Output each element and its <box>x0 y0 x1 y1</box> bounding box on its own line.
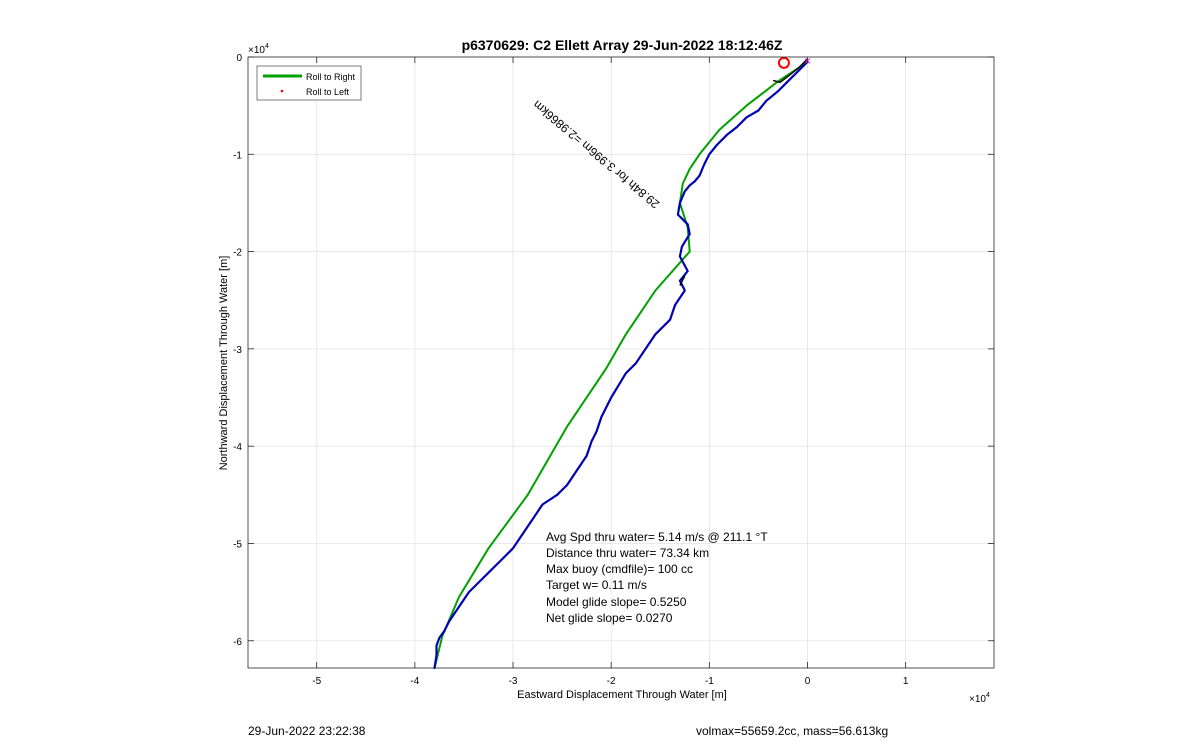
y-exponent-power: 4 <box>265 43 269 50</box>
series-line-roll-right <box>433 60 809 669</box>
y-tick-label: -2 <box>233 248 242 259</box>
series-line-track <box>433 60 809 670</box>
x-axis-ticks: -5 -4 -3 -2 -1 0 1 <box>312 57 909 687</box>
x-tick-label: -2 <box>607 676 616 687</box>
x-exponent-power: 4 <box>986 692 990 699</box>
chart-title: p6370629: C2 Ellett Array 29-Jun-2022 18… <box>462 37 783 53</box>
y-tick-label: -5 <box>233 539 242 550</box>
x-tick-label: -4 <box>410 676 419 687</box>
legend: Roll to Right Roll to Left <box>256 65 362 101</box>
legend-label-roll-right: Roll to Right <box>306 72 356 82</box>
stats-annotations: Avg Spd thru water= 5.14 m/s @ 211.1 °T … <box>546 530 768 625</box>
y-exponent-label: ×10 4 <box>248 43 269 56</box>
y-tick-label: 0 <box>236 53 242 64</box>
footer-timestamp: 29-Jun-2022 23:22:38 <box>248 724 366 738</box>
x-exponent-label: ×10 4 <box>969 692 990 705</box>
x-tick-label: -5 <box>312 676 321 687</box>
overlay-circle <box>777 56 790 69</box>
stat-avg-speed: Avg Spd thru water= 5.14 m/s @ 211.1 °T <box>546 530 768 544</box>
overlay-line <box>679 275 686 286</box>
x-axis-label: Eastward Displacement Through Water [m] <box>517 689 727 701</box>
grid-lines <box>248 56 994 668</box>
stat-net-glide: Net glide slope= 0.0270 <box>546 611 673 625</box>
x-tick-label: -1 <box>705 676 714 687</box>
y-exponent-base: ×10 <box>248 45 265 56</box>
legend-box <box>256 65 362 101</box>
y-axis-label: Northward Displacement Through Water [m] <box>218 256 230 471</box>
footer-volmax-mass: volmax=55659.2cc, mass=56.613kg <box>696 724 889 738</box>
y-tick-label: -6 <box>233 637 242 648</box>
x-tick-label: -3 <box>509 676 518 687</box>
stat-max-buoy: Max buoy (cmdfile)= 100 cc <box>546 562 693 576</box>
x-exponent-base: ×10 <box>969 694 986 705</box>
stat-distance: Distance thru water= 73.34 km <box>546 546 709 560</box>
stat-model-glide: Model glide slope= 0.5250 <box>546 595 687 609</box>
plot-axes-box <box>247 56 995 669</box>
y-tick-label: -3 <box>233 345 242 356</box>
legend-dot-swatch <box>280 89 284 93</box>
legend-label-roll-left: Roll to Left <box>306 87 350 97</box>
x-tick-label: 0 <box>805 676 811 687</box>
overlay-line <box>772 58 808 84</box>
stat-target-w: Target w= 0.11 m/s <box>546 578 647 592</box>
y-tick-label: -4 <box>233 442 242 453</box>
y-axis-ticks: 0 -1 -2 -3 -4 -5 -6 <box>233 53 994 648</box>
y-tick-label: -1 <box>233 150 242 161</box>
x-tick-label: 1 <box>903 676 909 687</box>
